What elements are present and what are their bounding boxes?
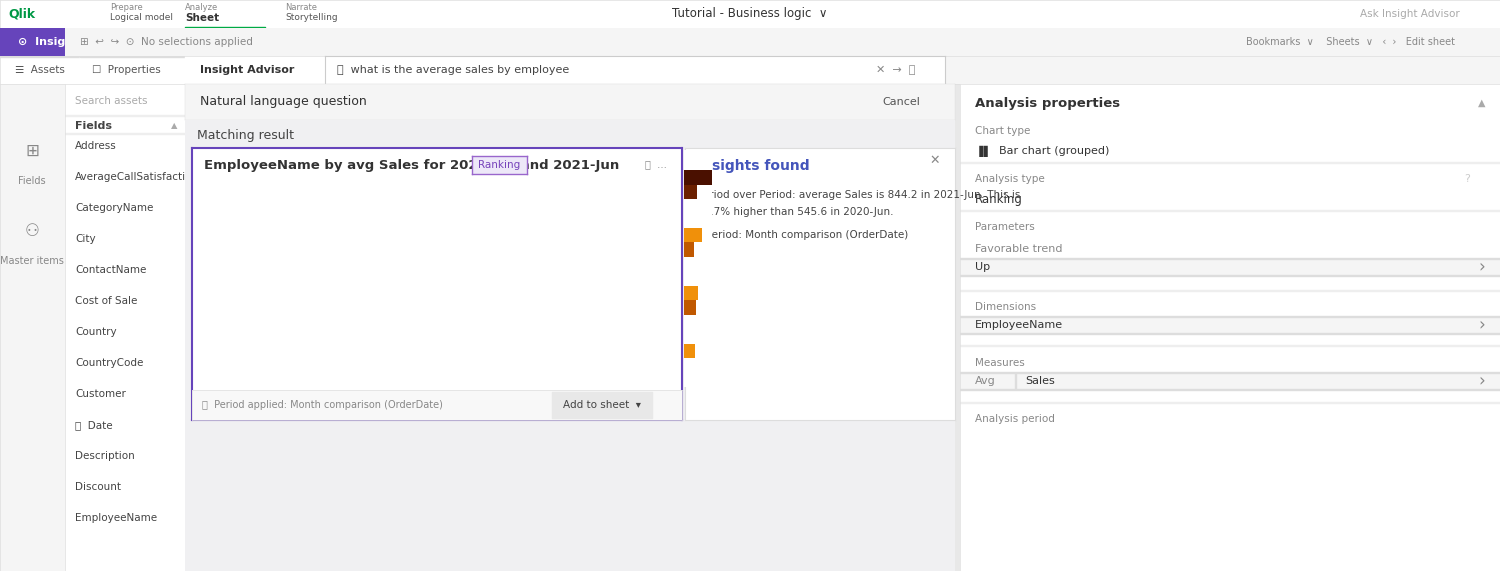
Text: ⊙  Insight Advisor: ⊙ Insight Advisor: [18, 37, 129, 47]
Text: Sales: Sales: [1024, 376, 1054, 386]
Text: 522.13: 522.13: [393, 286, 429, 296]
Text: Matching result: Matching result: [196, 128, 294, 142]
Text: ›: ›: [1478, 258, 1485, 276]
Text: Ranking: Ranking: [478, 160, 520, 170]
Text: 📅  Date: 📅 Date: [75, 420, 112, 430]
Text: AverageCallSatisfaction: AverageCallSatisfaction: [75, 172, 200, 182]
Bar: [267, 265, 498, 281]
Text: Period over Period: average Sales is 844.2 in 2021-Jun. This is: Period over Period: average Sales is 844…: [698, 190, 1020, 200]
Text: Insights found: Insights found: [698, 159, 810, 173]
Bar: [684, 228, 702, 243]
Text: Narrate: Narrate: [285, 3, 316, 13]
Text: ?: ?: [1464, 174, 1470, 184]
Text: Ranking: Ranking: [975, 192, 1023, 206]
Bar: [267, 283, 390, 299]
Text: Storytelling: Storytelling: [285, 14, 338, 22]
Text: EmployeeName: EmployeeName: [975, 320, 1064, 330]
Text: Ask Insight Advisor: Ask Insight Advisor: [1360, 9, 1460, 19]
Text: Tutorial - Business logic  ∨: Tutorial - Business logic ∨: [672, 7, 828, 21]
Bar: [684, 286, 698, 300]
Text: 🔍  what is the average sales by employee: 🔍 what is the average sales by employee: [338, 65, 570, 75]
Text: EmployeeName: EmployeeName: [75, 513, 158, 523]
Text: ContactName: ContactName: [75, 265, 147, 275]
Text: Measures: Measures: [975, 358, 1024, 368]
Text: ▲: ▲: [1478, 98, 1485, 108]
Text: ⚇: ⚇: [24, 222, 39, 240]
Text: Search assets: Search assets: [75, 96, 147, 106]
Bar: [267, 234, 436, 250]
Text: Prepare: Prepare: [110, 3, 142, 13]
Text: ☰  Assets: ☰ Assets: [15, 65, 64, 75]
Text: Parameters: Parameters: [975, 222, 1035, 232]
Text: Fields: Fields: [75, 121, 112, 131]
Text: Cost of Sale: Cost of Sale: [75, 296, 138, 306]
Text: ›: ›: [1478, 372, 1485, 390]
Text: CountryCode: CountryCode: [75, 358, 144, 368]
Text: Chart type: Chart type: [975, 126, 1030, 136]
Text: ✕: ✕: [930, 154, 940, 167]
Text: Master items: Master items: [0, 256, 64, 266]
Text: 593.64: 593.64: [410, 367, 447, 376]
Text: Address: Address: [75, 141, 117, 151]
Text: ✕  →  🎤: ✕ → 🎤: [876, 65, 915, 75]
Text: Qlik: Qlik: [8, 7, 34, 21]
Text: Cancel: Cancel: [882, 97, 920, 107]
Bar: [684, 184, 698, 199]
Bar: [267, 216, 628, 232]
Text: Logical model: Logical model: [110, 14, 172, 22]
Text: 977.41: 977.41: [501, 268, 537, 278]
Text: EmployeeName by avg Sales for 2020-Jun and 2021-Jun: EmployeeName by avg Sales for 2020-Jun a…: [204, 159, 620, 172]
Text: 715.66: 715.66: [440, 236, 476, 247]
X-axis label: avg Sales 2021-Jun, avg Sales 2020-Jun: avg Sales 2021-Jun, avg Sales 2020-Jun: [358, 429, 566, 440]
Text: Customer: Customer: [75, 389, 126, 399]
Text: ⊞: ⊞: [26, 142, 39, 160]
Y-axis label: EmployeeName: EmployeeName: [164, 263, 174, 345]
Bar: [267, 315, 444, 330]
Text: >Period: Month comparison (OrderDate): >Period: Month comparison (OrderDate): [698, 230, 908, 240]
Text: Country: Country: [75, 327, 117, 337]
Text: Sheet: Sheet: [184, 13, 219, 23]
Text: ⊞  ↩  ↪  ⊙  No selections applied: ⊞ ↩ ↪ ⊙ No selections applied: [80, 37, 254, 47]
Text: Up: Up: [975, 262, 990, 272]
Text: Analyze: Analyze: [184, 3, 219, 13]
Text: Bookmarks  ∨    Sheets  ∨   ‹  ›   Edit sheet: Bookmarks ∨ Sheets ∨ ‹ › Edit sheet: [1246, 37, 1455, 47]
Text: Avg: Avg: [975, 376, 996, 386]
Text: ⓘ  Period applied: Month comparison (OrderDate): ⓘ Period applied: Month comparison (Orde…: [202, 400, 442, 410]
Bar: [267, 364, 408, 379]
Text: 1.53k: 1.53k: [622, 219, 652, 229]
Bar: [684, 344, 694, 358]
Text: Favorable trend: Favorable trend: [975, 244, 1062, 254]
Text: Analysis type: Analysis type: [975, 174, 1044, 184]
Text: 651.45: 651.45: [424, 335, 460, 345]
Text: Insight Advisor: Insight Advisor: [200, 65, 294, 75]
Bar: [267, 332, 422, 348]
Text: Fields: Fields: [18, 176, 46, 186]
Text: City: City: [75, 234, 96, 244]
Text: ⤢  …: ⤢ …: [645, 159, 668, 169]
Text: ›: ›: [1478, 316, 1485, 334]
Bar: [684, 300, 696, 315]
Text: Dimensions: Dimensions: [975, 302, 1036, 312]
Text: Description: Description: [75, 451, 135, 461]
Bar: [684, 243, 693, 257]
Text: Analysis properties: Analysis properties: [975, 96, 1120, 110]
Text: ▲: ▲: [171, 122, 177, 131]
Text: ▐▌  Bar chart (grouped): ▐▌ Bar chart (grouped): [975, 146, 1110, 156]
Text: 54.7% higher than 545.6 in 2020-Jun.: 54.7% higher than 545.6 in 2020-Jun.: [698, 207, 894, 217]
Text: 748.83: 748.83: [447, 317, 483, 327]
Text: Natural language question: Natural language question: [200, 95, 366, 108]
Bar: [684, 170, 712, 184]
Text: Discount: Discount: [75, 482, 122, 492]
Text: ☐  Properties: ☐ Properties: [92, 65, 160, 75]
Text: CategoryName: CategoryName: [75, 203, 153, 213]
Text: Analysis period: Analysis period: [975, 414, 1054, 424]
Text: Add to sheet  ▾: Add to sheet ▾: [562, 400, 640, 410]
